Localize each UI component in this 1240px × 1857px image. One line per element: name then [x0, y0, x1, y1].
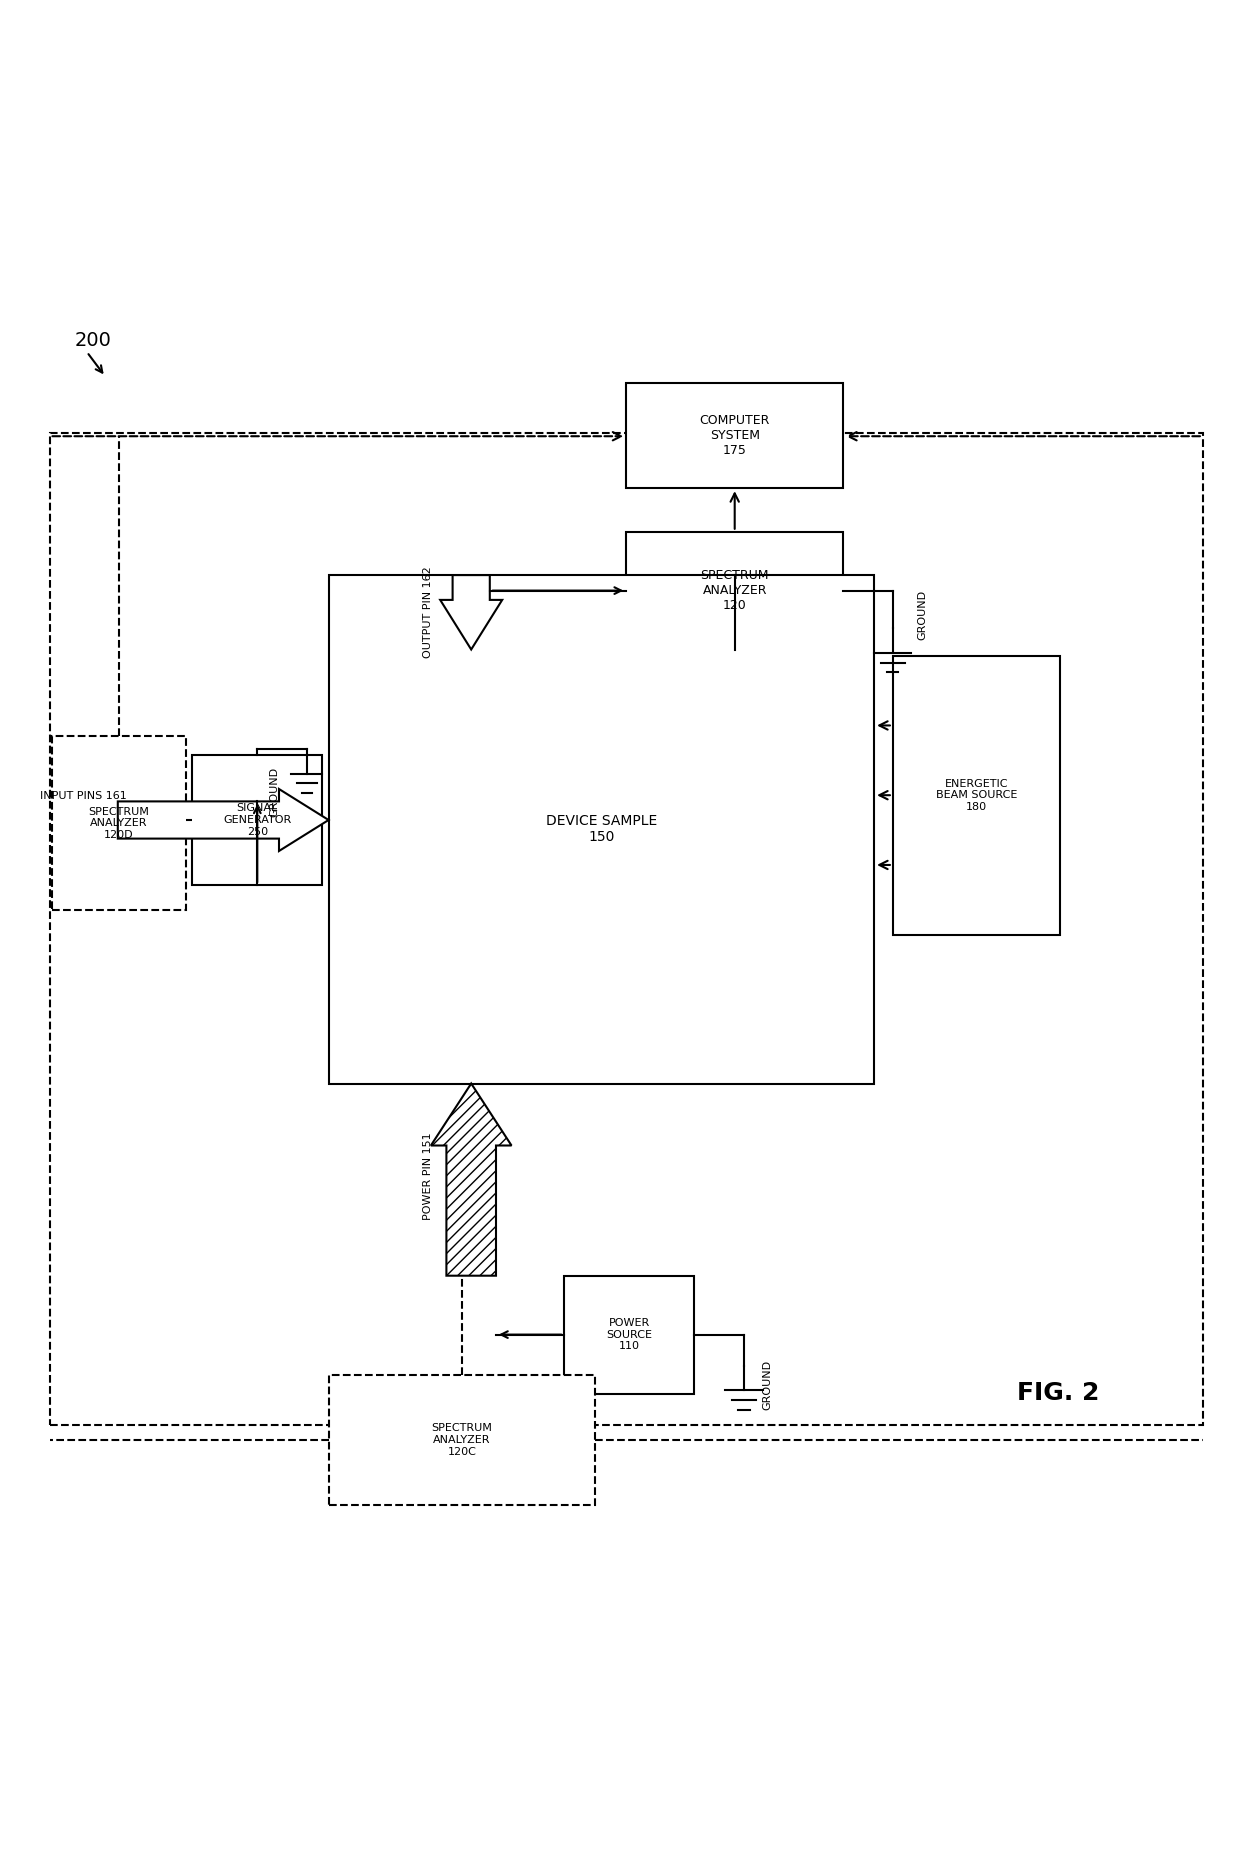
Text: INPUT PINS 161: INPUT PINS 161	[40, 791, 126, 802]
Polygon shape	[118, 789, 329, 851]
Text: POWER
SOURCE
110: POWER SOURCE 110	[606, 1318, 652, 1352]
FancyBboxPatch shape	[564, 1276, 694, 1393]
Text: COMPUTER
SYSTEM
175: COMPUTER SYSTEM 175	[699, 414, 770, 457]
Text: POWER PIN 151: POWER PIN 151	[423, 1133, 433, 1220]
Text: 200: 200	[74, 331, 112, 349]
Text: FIG. 2: FIG. 2	[1017, 1382, 1099, 1404]
FancyBboxPatch shape	[893, 656, 1060, 934]
Text: SPECTRUM
ANALYZER
120: SPECTRUM ANALYZER 120	[701, 568, 769, 613]
Polygon shape	[440, 576, 502, 650]
FancyBboxPatch shape	[626, 531, 843, 650]
Text: DEVICE SAMPLE
150: DEVICE SAMPLE 150	[546, 813, 657, 845]
Text: OUTPUT PIN 162: OUTPUT PIN 162	[423, 566, 433, 657]
FancyBboxPatch shape	[192, 756, 322, 886]
Text: GROUND: GROUND	[270, 767, 280, 817]
FancyBboxPatch shape	[52, 735, 186, 910]
Text: ENERGETIC
BEAM SOURCE
180: ENERGETIC BEAM SOURCE 180	[936, 778, 1017, 812]
FancyBboxPatch shape	[626, 383, 843, 488]
FancyBboxPatch shape	[329, 576, 874, 1083]
Text: GROUND: GROUND	[763, 1359, 773, 1409]
Text: SIGNAL
GENERATOR
250: SIGNAL GENERATOR 250	[223, 804, 291, 838]
Text: GROUND: GROUND	[918, 591, 928, 641]
Text: SPECTRUM
ANALYZER
120C: SPECTRUM ANALYZER 120C	[432, 1424, 492, 1456]
Text: SPECTRUM
ANALYZER
120D: SPECTRUM ANALYZER 120D	[88, 806, 150, 839]
FancyBboxPatch shape	[329, 1374, 595, 1506]
